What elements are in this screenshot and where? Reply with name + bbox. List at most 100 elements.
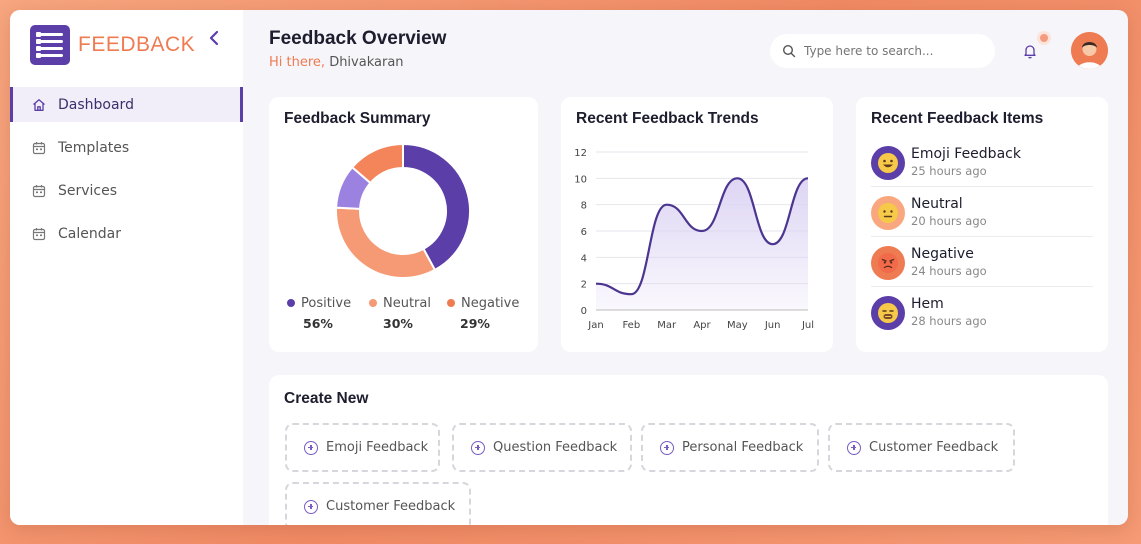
plus-circle-icon [304, 440, 318, 455]
legend-value: 56% [303, 316, 333, 331]
sidebar-item-label: Dashboard [58, 96, 134, 113]
chevron-left-icon [209, 30, 219, 46]
emoji-neutral-icon [871, 196, 905, 230]
home-icon [32, 98, 46, 112]
x-tick-label: Jan [587, 320, 603, 331]
plus-circle-icon [847, 440, 861, 455]
y-tick-label: 12 [574, 148, 587, 159]
create-new-card: Create New Emoji Feedback Question Feedb… [269, 375, 1108, 525]
search-box[interactable] [770, 34, 995, 68]
avatar[interactable] [1071, 32, 1108, 69]
create-customer-feedback-button-2[interactable]: Customer Feedback [285, 482, 471, 525]
create-personal-feedback-button[interactable]: Personal Feedback [641, 423, 819, 472]
item-time: 28 hours ago [911, 314, 987, 328]
donut-slice-neutral [335, 206, 437, 279]
card-title: Recent Feedback Items [871, 110, 1044, 127]
divider [871, 286, 1093, 287]
create-customer-feedback-button[interactable]: Customer Feedback [828, 423, 1015, 472]
card-title: Create New [284, 390, 369, 407]
user-avatar-icon [1071, 32, 1108, 69]
button-label: Question Feedback [493, 440, 618, 455]
legend-dot [287, 299, 295, 307]
y-tick-label: 10 [574, 174, 587, 185]
button-label: Customer Feedback [326, 499, 456, 514]
y-tick-label: 0 [581, 306, 587, 317]
button-label: Emoji Feedback [326, 440, 429, 455]
item-name: Negative [911, 246, 974, 262]
sidebar-item-templates[interactable]: Templates [10, 130, 243, 165]
trend-line [595, 177, 809, 296]
button-label: Personal Feedback [682, 440, 804, 455]
donut-slice-other [350, 142, 404, 185]
plus-circle-icon [471, 440, 485, 455]
button-label: Customer Feedback [869, 440, 999, 455]
card-title: Recent Feedback Trends [576, 110, 759, 127]
donut-chart [335, 142, 471, 279]
y-tick-label: 2 [581, 280, 587, 291]
sidebar-item-dashboard[interactable]: Dashboard [10, 87, 243, 122]
greeting: Hi there, Dhivakaran [269, 55, 404, 70]
item-name: Neutral [911, 196, 963, 212]
item-name: Emoji Feedback [911, 146, 1021, 162]
x-tick-label: Mar [657, 320, 677, 331]
logo-icon [30, 25, 70, 65]
emoji-sick-icon [871, 296, 905, 330]
emoji-happy-icon [871, 146, 905, 180]
page-title: Feedback Overview [269, 28, 447, 49]
y-tick-label: 6 [581, 227, 587, 238]
legend-negative: Negative [447, 296, 519, 311]
trend-line-chart: 0 2 4 6 8 10 12 Jan Feb Mar Apr May Jun Jul [574, 148, 814, 331]
divider [871, 236, 1093, 237]
divider [871, 186, 1093, 187]
notification-dot [1040, 34, 1048, 42]
brand[interactable]: FEEDBACK [30, 25, 195, 65]
greeting-hi: Hi there, [269, 55, 326, 70]
legend-label: Positive [301, 296, 352, 311]
list-item[interactable]: Negative 24 hours ago [871, 246, 1093, 290]
item-name: Hem [911, 296, 944, 312]
search-input[interactable] [804, 44, 984, 58]
sidebar: FEEDBACK Dashboard Templates [10, 10, 243, 525]
sidebar-item-label: Templates [58, 139, 130, 156]
sidebar-item-calendar[interactable]: Calendar [10, 216, 243, 251]
y-tick-label: 4 [581, 253, 587, 264]
notification-bell-icon[interactable] [1023, 43, 1039, 59]
donut-slice-positive [402, 142, 471, 272]
legend-positive: Positive [287, 296, 351, 311]
legend-value: 29% [460, 316, 490, 331]
list-item[interactable]: Emoji Feedback 25 hours ago [871, 146, 1093, 190]
main-content: Feedback Overview Hi there, Dhivakaran F… [243, 10, 1128, 525]
sidebar-item-label: Calendar [58, 225, 121, 242]
x-tick-label: Apr [693, 320, 711, 331]
create-emoji-feedback-button[interactable]: Emoji Feedback [285, 423, 440, 472]
x-tick-label: Feb [622, 320, 640, 331]
card-title: Feedback Summary [284, 110, 431, 127]
emoji-angry-icon [871, 246, 905, 280]
list-item[interactable]: Hem 28 hours ago [871, 296, 1093, 340]
app-window: FEEDBACK Dashboard Templates [10, 10, 1128, 525]
plus-circle-icon [660, 440, 674, 455]
create-question-feedback-button[interactable]: Question Feedback [452, 423, 632, 472]
x-tick-label: Jul [801, 320, 814, 331]
legend-dot [369, 299, 377, 307]
legend-dot [447, 299, 455, 307]
legend-value: 30% [383, 316, 413, 331]
calendar-icon [32, 184, 46, 198]
greeting-username: Dhivakaran [329, 55, 404, 70]
calendar-icon [32, 141, 46, 155]
brand-name: FEEDBACK [78, 33, 196, 56]
sidebar-nav: Dashboard Templates Services Calendar [10, 87, 243, 259]
legend-label: Neutral [383, 296, 431, 311]
item-time: 24 hours ago [911, 264, 987, 278]
x-tick-label: Jun [764, 320, 781, 331]
item-time: 25 hours ago [911, 164, 987, 178]
feedback-summary-card: Feedback Summary Positive 56% Neutral 30… [269, 97, 538, 352]
collapse-sidebar-button[interactable] [208, 30, 224, 50]
legend-neutral: Neutral [369, 296, 431, 311]
y-tick-label: 8 [581, 201, 587, 212]
sidebar-item-label: Services [58, 182, 118, 199]
list-item[interactable]: Neutral 20 hours ago [871, 196, 1093, 240]
feedback-trends-card: Recent Feedback Trends 0 2 4 6 8 10 12 Jan Feb Ma… [561, 97, 833, 352]
sidebar-item-services[interactable]: Services [10, 173, 243, 208]
calendar-icon [32, 227, 46, 241]
